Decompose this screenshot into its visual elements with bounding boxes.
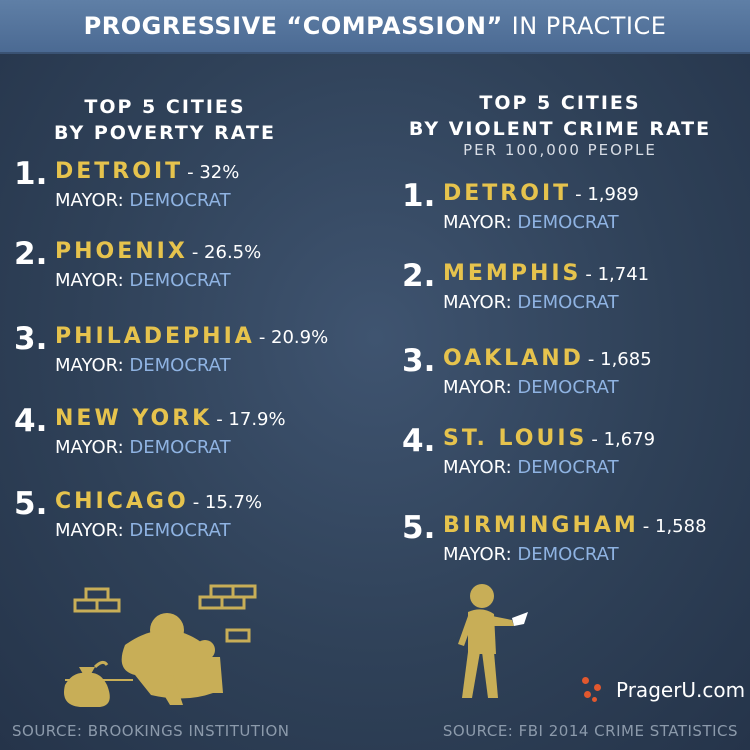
city-stat: - 26.5% (191, 242, 262, 263)
rank-number: 1. (14, 156, 48, 192)
mayor-line: MAYOR: DEMOCRAT (55, 270, 231, 291)
city-name: PHOENIX (55, 239, 188, 264)
mayor-label: MAYOR: (443, 377, 512, 398)
city-line: DETROIT - 32% (55, 159, 239, 184)
city-line: PHILADEPHIA - 20.9% (55, 324, 328, 349)
city-name: DETROIT (443, 181, 572, 206)
mayor-label: MAYOR: (443, 544, 512, 565)
left-source: SOURCE: BROOKINGS INSTITUTION (12, 722, 290, 740)
mayor-label: MAYOR: (55, 270, 124, 291)
city-line: NEW YORK - 17.9% (55, 406, 286, 431)
city-stat: - 32% (187, 162, 240, 183)
title-bold: PROGRESSIVE “COMPASSION” (83, 12, 503, 40)
mayor-party: DEMOCRAT (517, 457, 619, 478)
city-name: ST. LOUIS (443, 426, 588, 451)
mayor-party: DEMOCRAT (129, 355, 231, 376)
city-line: CHICAGO - 15.7% (55, 489, 262, 514)
rank-number: 4. (14, 403, 48, 439)
right-heading-line1: TOP 5 CITIES (479, 92, 641, 114)
mayor-party: DEMOCRAT (517, 292, 619, 313)
left-heading: TOP 5 CITIES BY POVERTY RATE (20, 94, 310, 146)
city-stat: - 1,989 (575, 184, 639, 205)
mayor-label: MAYOR: (443, 212, 512, 233)
city-stat: - 15.7% (192, 492, 263, 513)
city-name: MEMPHIS (443, 261, 582, 286)
mayor-party: DEMOCRAT (129, 190, 231, 211)
mayor-line: MAYOR: DEMOCRAT (443, 377, 619, 398)
left-heading-line2: BY POVERTY RATE (54, 122, 276, 144)
title-banner (0, 0, 750, 54)
city-stat: - 1,588 (642, 516, 707, 537)
mayor-label: MAYOR: (55, 355, 124, 376)
city-stat: - 1,685 (587, 349, 652, 370)
city-name: PHILADEPHIA (55, 324, 255, 349)
prageru-logo-text: PragerU.com (616, 678, 746, 702)
page-title: PROGRESSIVE “COMPASSION” IN PRACTICE (0, 0, 750, 52)
mugger-knife-icon (458, 584, 528, 698)
city-name: BIRMINGHAM (443, 513, 639, 538)
city-line: PHOENIX - 26.5% (55, 239, 261, 264)
right-subheading: PER 100,000 PEOPLE (463, 141, 657, 159)
mayor-party: DEMOCRAT (517, 544, 619, 565)
mayor-party: DEMOCRAT (517, 377, 619, 398)
mayor-label: MAYOR: (443, 457, 512, 478)
city-stat: - 17.9% (216, 409, 286, 430)
mayor-label: MAYOR: (55, 190, 124, 211)
right-heading: TOP 5 CITIES BY VIOLENT CRIME RATE (390, 90, 730, 142)
rank-number: 2. (14, 236, 48, 272)
mayor-label: MAYOR: (55, 437, 124, 458)
rank-number: 2. (402, 258, 436, 294)
right-source: SOURCE: FBI 2014 CRIME STATISTICS (442, 722, 738, 740)
mayor-line: MAYOR: DEMOCRAT (443, 457, 619, 478)
rank-number: 4. (402, 423, 436, 459)
mayor-line: MAYOR: DEMOCRAT (55, 520, 231, 541)
mayor-party: DEMOCRAT (517, 212, 619, 233)
mayor-line: MAYOR: DEMOCRAT (443, 292, 619, 313)
rank-number: 5. (14, 486, 48, 522)
rank-number: 5. (402, 510, 436, 546)
mayor-line: MAYOR: DEMOCRAT (443, 544, 619, 565)
city-line: ST. LOUIS - 1,679 (443, 426, 655, 451)
mayor-label: MAYOR: (443, 292, 512, 313)
city-stat: - 1,679 (591, 429, 656, 450)
city-line: MEMPHIS - 1,741 (443, 261, 649, 286)
title-light: IN PRACTICE (511, 12, 667, 40)
right-heading-line2: BY VIOLENT CRIME RATE (408, 118, 712, 140)
prageru-logo[interactable]: PragerU.com (580, 675, 750, 705)
mayor-party: DEMOCRAT (129, 520, 231, 541)
mayor-line: MAYOR: DEMOCRAT (55, 437, 231, 458)
mayor-party: DEMOCRAT (129, 437, 231, 458)
city-name: OAKLAND (443, 346, 584, 371)
city-line: OAKLAND - 1,685 (443, 346, 652, 371)
mayor-party: DEMOCRAT (129, 270, 231, 291)
brick-wall-icon (73, 584, 257, 643)
mayor-line: MAYOR: DEMOCRAT (55, 190, 231, 211)
left-heading-line1: TOP 5 CITIES (84, 96, 246, 118)
money-bag-icon (64, 660, 110, 707)
mayor-line: MAYOR: DEMOCRAT (443, 212, 619, 233)
city-name: CHICAGO (55, 489, 189, 514)
homeless-illustration (64, 584, 257, 707)
mugger-illustration (458, 584, 528, 698)
rank-number: 3. (402, 343, 436, 379)
city-name: DETROIT (55, 159, 184, 184)
mayor-label: MAYOR: (55, 520, 124, 541)
homeless-person-icon (121, 613, 223, 705)
city-stat: - 1,741 (585, 264, 650, 285)
city-line: DETROIT - 1,989 (443, 181, 639, 206)
city-name: NEW YORK (55, 406, 213, 431)
rank-number: 1. (402, 178, 436, 214)
mayor-line: MAYOR: DEMOCRAT (55, 355, 231, 376)
city-line: BIRMINGHAM - 1,588 (443, 513, 707, 538)
city-stat: - 20.9% (258, 327, 329, 348)
rank-number: 3. (14, 321, 48, 357)
